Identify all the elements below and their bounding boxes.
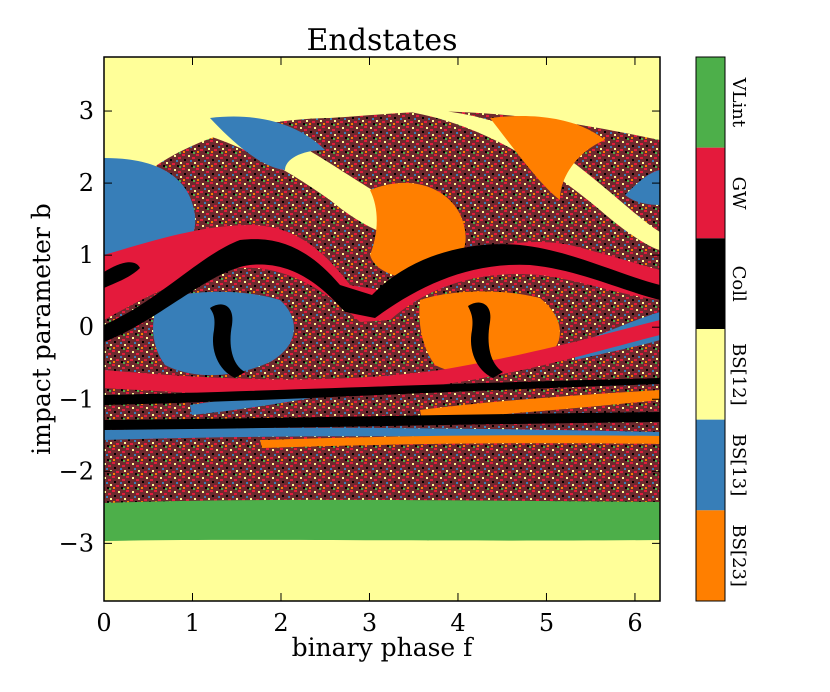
colorbar-label: BS[13] <box>728 434 749 497</box>
bs13-region-2 <box>210 116 325 170</box>
coll-band-6 <box>104 412 660 430</box>
gw-band-2 <box>104 320 660 395</box>
y-axis-label: impact parameter b <box>27 203 56 455</box>
bs13-region-7 <box>625 170 660 205</box>
x-tick-label: 6 <box>627 609 642 637</box>
y-tick-label: 1 <box>79 241 94 269</box>
x-tick-label: 0 <box>96 609 111 637</box>
y-tick-label: −1 <box>59 385 94 413</box>
colorbar-segment <box>696 147 725 239</box>
y-tick-label: −3 <box>59 529 94 557</box>
plot-area <box>104 57 660 601</box>
y-tick-label: 3 <box>79 97 94 125</box>
bs12-tongue-1 <box>104 109 439 240</box>
y-axis-ticks: −3 −2 −1 0 1 2 3 <box>59 97 660 557</box>
x-tick-label: 4 <box>450 609 465 637</box>
bs23-region-1 <box>490 116 605 200</box>
colorbar-segment <box>696 329 725 420</box>
chart-title: Endstates <box>307 23 458 58</box>
colorbar-label: BS[12] <box>728 343 749 406</box>
colorbar-segment <box>696 238 725 329</box>
x-axis-label: binary phase f <box>292 633 475 662</box>
colorbar-segment <box>696 510 725 601</box>
x-tick-label: 5 <box>539 609 554 637</box>
y-tick-label: −2 <box>59 457 94 485</box>
vlint-band <box>104 499 660 541</box>
colorbar-label: GW <box>728 177 749 210</box>
bs23-region-5 <box>260 435 660 448</box>
coll-band-3 <box>210 304 245 378</box>
x-axis-ticks: 0 1 2 3 4 5 6 <box>96 57 643 637</box>
colorbar-segment <box>696 57 725 148</box>
coll-band-2 <box>104 262 140 288</box>
y-tick-label: 0 <box>79 313 94 341</box>
colorbar-label: Coll <box>728 266 749 302</box>
colorbar-frame <box>695 56 726 602</box>
bs23-region-4 <box>420 390 660 420</box>
coll-band-5 <box>104 378 660 405</box>
y-tick-label: 2 <box>79 169 94 197</box>
coll-band-1 <box>104 239 660 342</box>
plot-frame <box>103 56 661 602</box>
colorbar-label: VLint <box>728 77 749 128</box>
x-tick-label: 3 <box>362 609 377 637</box>
colorbar: VLint GW Coll BS[12] BS[13] BS[23] <box>695 56 749 602</box>
x-tick-label: 2 <box>273 609 288 637</box>
colorbar-segment <box>696 419 725 511</box>
x-tick-label: 1 <box>185 609 200 637</box>
coll-band-4 <box>468 302 503 378</box>
colorbar-label: BS[23] <box>728 524 749 587</box>
